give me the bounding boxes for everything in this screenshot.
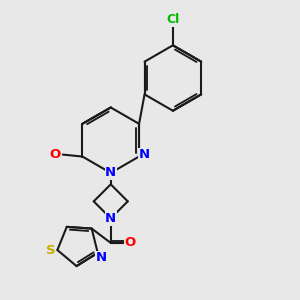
- Text: N: N: [138, 148, 149, 161]
- Text: Cl: Cl: [166, 13, 179, 26]
- Text: N: N: [105, 212, 116, 225]
- Text: N: N: [105, 167, 116, 179]
- Text: S: S: [46, 244, 56, 256]
- Text: O: O: [49, 148, 60, 161]
- Text: O: O: [125, 236, 136, 249]
- Text: N: N: [95, 251, 106, 264]
